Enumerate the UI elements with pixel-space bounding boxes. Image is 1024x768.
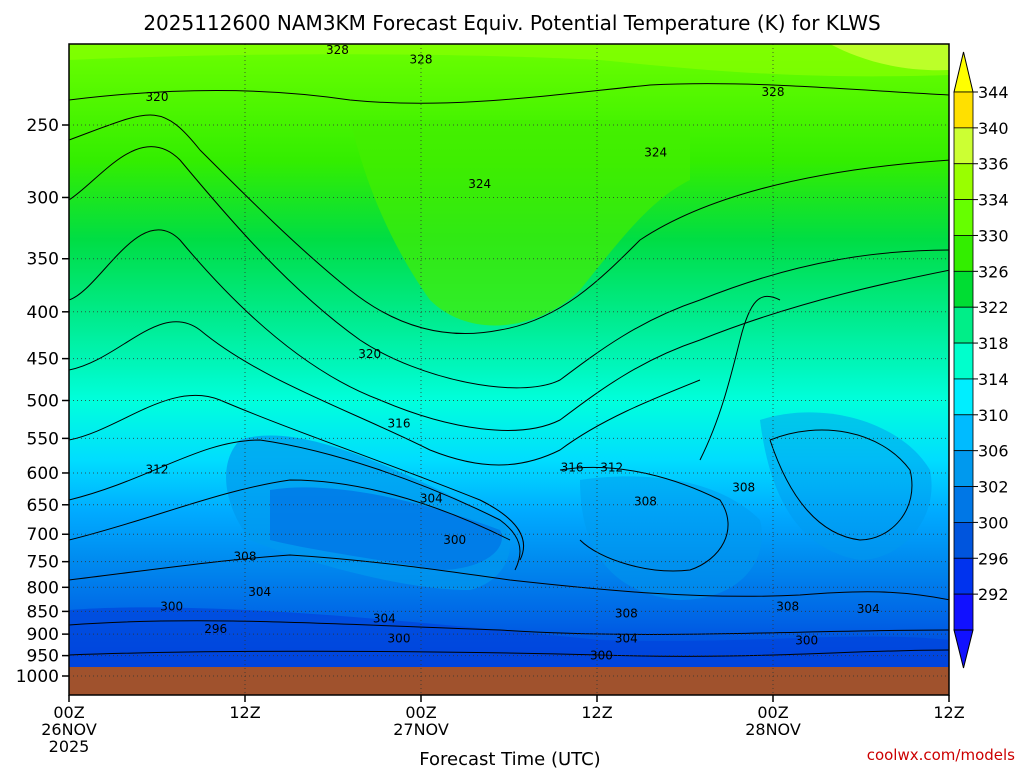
colorbar-label: 306 <box>978 442 1009 461</box>
x-tick-label: 27NOV <box>393 720 449 739</box>
colorbar-top-arrow <box>953 51 974 93</box>
contour-label: 300 <box>388 632 411 646</box>
colorbar-swatch <box>953 163 974 201</box>
y-tick-label: 350 <box>27 250 59 270</box>
x-tick-label: 28NOV <box>745 720 801 739</box>
y-tick-label: 700 <box>27 525 59 545</box>
colorbar-swatch <box>953 593 974 631</box>
contour-label: 308 <box>634 495 657 509</box>
contour-label: 304 <box>420 492 443 506</box>
plot-frame <box>68 43 950 696</box>
contour-label: 308 <box>732 480 755 494</box>
contour-label: 300 <box>160 600 183 614</box>
contour-label: 312 <box>600 461 623 475</box>
colorbar-swatch <box>953 522 974 559</box>
credit-text: coolwx.com/models <box>867 746 1015 764</box>
y-tick-label: 500 <box>27 392 59 412</box>
x-tick-label: 00Z <box>405 703 436 722</box>
y-tick-label: 600 <box>27 464 59 484</box>
contour-label: 300 <box>443 533 466 547</box>
colorbar-label: 314 <box>978 370 1009 389</box>
colorbar-label: 322 <box>978 298 1009 317</box>
contour-label: 304 <box>857 602 880 616</box>
colorbar: 344 340 336 334 330 326 322 318 314 310 306 302 300 2… <box>953 51 1009 669</box>
y-tick-label: 850 <box>27 602 59 622</box>
chart-title: 2025112600 NAM3KM Forecast Equiv. Potent… <box>143 11 880 35</box>
x-tick-label: 12Z <box>933 703 964 722</box>
colorbar-label: 292 <box>978 585 1009 604</box>
colorbar-swatch <box>953 342 974 380</box>
colorbar-label: 334 <box>978 191 1009 210</box>
colorbar-label: 310 <box>978 406 1009 425</box>
colorbar-label: 340 <box>978 119 1009 138</box>
contour-label: 328 <box>410 52 433 66</box>
contour-label: 320 <box>146 90 169 104</box>
colorbar-label: 296 <box>978 549 1009 568</box>
colorbar-swatch <box>953 235 974 272</box>
contour-label: 308 <box>776 600 799 614</box>
colorbar-label: 318 <box>978 334 1009 353</box>
x-tick-label: 00Z <box>53 703 84 722</box>
colorbar-label: 344 <box>978 83 1009 102</box>
colorbar-swatch <box>953 378 974 416</box>
y-tick-label: 750 <box>27 553 59 573</box>
y-tick-label: 450 <box>27 350 59 370</box>
colorbar-swatch <box>953 306 974 344</box>
colorbar-bottom-arrow <box>953 629 974 669</box>
colorbar-label: 330 <box>978 226 1009 245</box>
grid-lines <box>69 44 949 695</box>
x-tick-label: 12Z <box>229 703 260 722</box>
contour-label: 328 <box>326 43 349 57</box>
x-tick-label: 00Z <box>757 703 788 722</box>
colorbar-swatch <box>953 91 974 129</box>
x-tick-label: 2025 <box>49 737 90 756</box>
colorbar-label: 326 <box>978 262 1009 281</box>
y-tick-label: 800 <box>27 578 59 598</box>
pressure-axis: 250 300 350 400 450 500 550 600 650 700 750 800 850 9… <box>16 116 69 687</box>
colorbar-label: 336 <box>978 155 1009 174</box>
contour-label: 324 <box>468 177 491 191</box>
contour-label: 316 <box>561 461 584 475</box>
y-tick-label: 950 <box>27 647 59 667</box>
plot-field <box>69 44 949 695</box>
contour-label: 296 <box>204 622 227 636</box>
contour-label: 304 <box>373 611 396 625</box>
colorbar-swatch <box>953 414 974 452</box>
contour-label: 328 <box>762 85 785 99</box>
colorbar-swatch <box>953 557 974 595</box>
x-axis-label: Forecast Time (UTC) <box>419 749 600 768</box>
contour-label: 324 <box>644 146 667 160</box>
contour-label: 300 <box>795 634 818 648</box>
x-tick-label: 12Z <box>581 703 612 722</box>
contour-label: 308 <box>615 607 638 621</box>
contour-label: 312 <box>146 463 169 477</box>
x-tick-label: 26NOV <box>41 720 97 739</box>
colorbar-swatch <box>953 127 974 165</box>
y-tick-label: 400 <box>27 303 59 323</box>
y-tick-label: 250 <box>27 116 59 136</box>
colorbar-swatch <box>953 486 974 523</box>
terrain-band <box>69 667 949 695</box>
contour-label: 304 <box>248 585 271 599</box>
y-tick-label: 900 <box>27 625 59 645</box>
y-tick-label: 300 <box>27 188 59 208</box>
y-tick-label: 650 <box>27 496 59 516</box>
y-tick-label: 550 <box>27 429 59 449</box>
contour-label: 320 <box>358 347 381 361</box>
y-tick-label: 1000 <box>16 667 59 687</box>
colorbar-swatch <box>953 270 974 308</box>
colorbar-swatch <box>953 450 974 487</box>
contour-label: 316 <box>388 417 411 431</box>
contour-labels: 328 328 328 320 324 324 320 316 316 312 312 308 308 3… <box>146 43 880 663</box>
contour-label: 304 <box>615 632 638 646</box>
colorbar-label: 302 <box>978 478 1009 497</box>
colorbar-swatch <box>953 199 974 236</box>
colorbar-label: 300 <box>978 513 1009 532</box>
